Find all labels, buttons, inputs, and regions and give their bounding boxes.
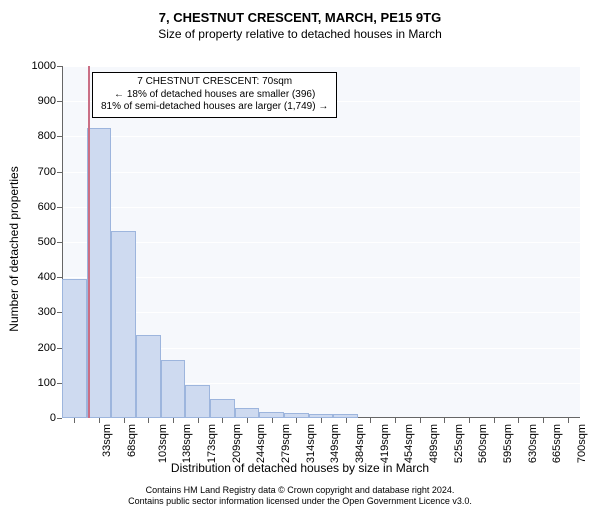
xtick-mark	[370, 418, 371, 423]
xtick-mark	[321, 418, 322, 423]
xtick-mark	[124, 418, 125, 423]
xtick-label: 68sqm	[126, 424, 138, 457]
ytick-label: 1000	[32, 60, 56, 72]
ytick-label: 200	[38, 342, 56, 354]
bar	[136, 335, 161, 418]
gridline	[62, 242, 580, 243]
xtick-label: 419sqm	[379, 424, 391, 463]
xtick-label: 525sqm	[453, 424, 465, 463]
xtick-mark	[469, 418, 470, 423]
ytick-label: 500	[38, 236, 56, 248]
gridline	[62, 136, 580, 137]
ytick-label: 300	[38, 306, 56, 318]
plot-area: 0100200300400500600700800900100033sqm68s…	[62, 66, 580, 418]
xtick-label: 595sqm	[502, 424, 514, 463]
xtick-label: 665sqm	[551, 424, 563, 463]
bar	[161, 360, 186, 418]
annotation-line-1: 7 CHESTNUT CRESCENT: 70sqm	[101, 76, 328, 89]
xtick-label: 244sqm	[255, 424, 267, 463]
xtick-mark	[247, 418, 248, 423]
chart-subtitle-text: Size of property relative to detached ho…	[158, 27, 442, 41]
plot-background: 0100200300400500600700800900100033sqm68s…	[62, 66, 580, 418]
ytick-label: 0	[50, 412, 56, 424]
ytick-label: 600	[38, 201, 56, 213]
ytick-mark	[57, 418, 62, 419]
ytick-label: 100	[38, 377, 56, 389]
xtick-mark	[222, 418, 223, 423]
xtick-mark	[444, 418, 445, 423]
bar	[185, 385, 210, 418]
xtick-label: 700sqm	[576, 424, 588, 463]
xtick-label: 33sqm	[101, 424, 113, 457]
xtick-label: 560sqm	[477, 424, 489, 463]
xtick-mark	[518, 418, 519, 423]
xtick-mark	[272, 418, 273, 423]
annotation-box: 7 CHESTNUT CRESCENT: 70sqm ← 18% of deta…	[92, 72, 337, 118]
ytick-label: 800	[38, 130, 56, 142]
gridline	[62, 312, 580, 313]
y-axis-label-text: Number of detached properties	[7, 166, 21, 331]
gridline	[62, 277, 580, 278]
xtick-mark	[568, 418, 569, 423]
xtick-mark	[346, 418, 347, 423]
xtick-label: 454sqm	[403, 424, 415, 463]
xtick-label: 314sqm	[305, 424, 317, 463]
footer: Contains HM Land Registry data © Crown c…	[0, 485, 600, 507]
xtick-mark	[494, 418, 495, 423]
ytick-label: 700	[38, 166, 56, 178]
bar	[87, 128, 112, 418]
xtick-mark	[74, 418, 75, 423]
xtick-mark	[296, 418, 297, 423]
xtick-label: 279sqm	[280, 424, 292, 463]
chart-title-text: 7, CHESTNUT CRESCENT, MARCH, PE15 9TG	[159, 10, 441, 25]
xtick-mark	[543, 418, 544, 423]
gridline	[62, 207, 580, 208]
highlight-line	[88, 66, 90, 418]
ytick-label: 900	[38, 95, 56, 107]
x-axis-label-text: Distribution of detached houses by size …	[171, 461, 429, 475]
chart-container: 7, CHESTNUT CRESCENT, MARCH, PE15 9TG Si…	[0, 10, 600, 510]
x-axis-label: Distribution of detached houses by size …	[0, 461, 600, 475]
xtick-mark	[99, 418, 100, 423]
bar	[62, 279, 87, 418]
gridline	[62, 172, 580, 173]
xtick-mark	[420, 418, 421, 423]
xtick-mark	[395, 418, 396, 423]
bar	[210, 399, 235, 418]
footer-line-2: Contains public sector information licen…	[0, 496, 600, 507]
xtick-label: 630sqm	[527, 424, 539, 463]
xtick-mark	[148, 418, 149, 423]
bar	[111, 231, 136, 418]
xtick-mark	[198, 418, 199, 423]
gridline	[62, 66, 580, 67]
ytick-label: 400	[38, 271, 56, 283]
annotation-line-2: ← 18% of detached houses are smaller (39…	[101, 89, 328, 102]
xtick-label: 173sqm	[206, 424, 218, 463]
chart-subtitle: Size of property relative to detached ho…	[0, 27, 600, 41]
xtick-mark	[173, 418, 174, 423]
annotation-line-3: 81% of semi-detached houses are larger (…	[101, 101, 328, 114]
xtick-label: 489sqm	[428, 424, 440, 463]
xtick-label: 103sqm	[157, 424, 169, 463]
xtick-label: 349sqm	[329, 424, 341, 463]
xtick-label: 138sqm	[181, 424, 193, 463]
footer-line-1: Contains HM Land Registry data © Crown c…	[0, 485, 600, 496]
xtick-label: 209sqm	[231, 424, 243, 463]
chart-title: 7, CHESTNUT CRESCENT, MARCH, PE15 9TG	[0, 10, 600, 25]
bar	[235, 408, 260, 418]
xtick-label: 384sqm	[354, 424, 366, 463]
